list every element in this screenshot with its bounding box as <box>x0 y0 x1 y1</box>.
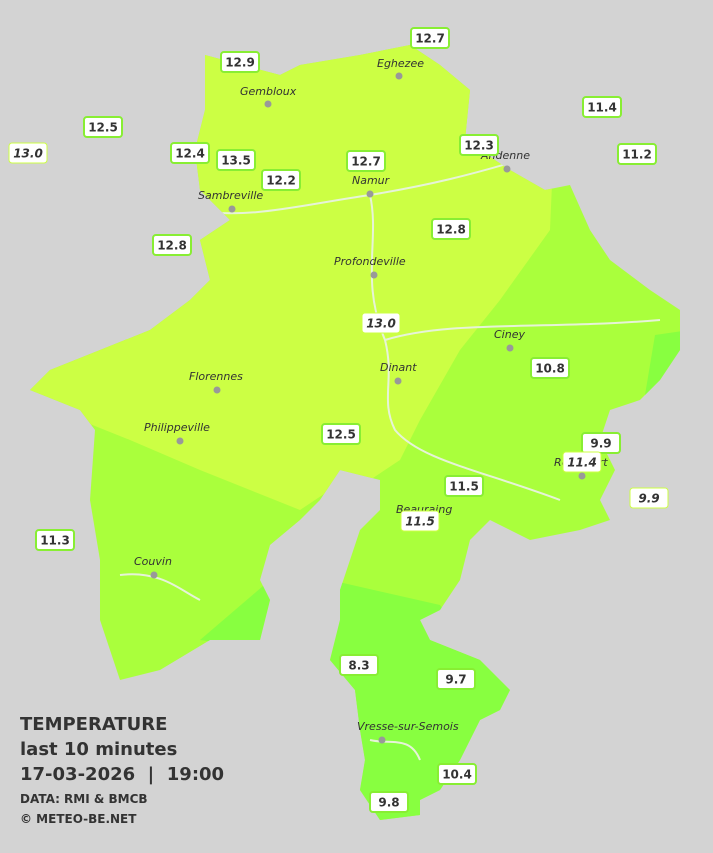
city-label: Eghezee <box>377 57 424 70</box>
station-box <box>436 668 476 690</box>
city-label: Gembloux <box>240 85 297 98</box>
station-value: 11.2 <box>622 148 652 162</box>
station-value: 12.5 <box>326 428 356 442</box>
station-box <box>437 763 477 785</box>
city-label: Philippeville <box>144 421 210 434</box>
station-box <box>321 423 361 445</box>
station-box <box>617 143 657 165</box>
city-dot <box>503 165 511 173</box>
city-label: Vresse-sur-Semois <box>357 720 459 733</box>
station-box <box>431 218 471 240</box>
station-value: 13.0 <box>366 317 396 331</box>
station-value: 13.5 <box>221 154 251 168</box>
station-value: 9.7 <box>445 673 466 687</box>
city-label: Couvin <box>134 555 172 568</box>
legend-source: DATA: RMI & BMCB <box>20 792 148 806</box>
city-dot <box>370 271 378 279</box>
city-dot <box>213 386 221 394</box>
station-box <box>216 149 256 171</box>
city-label: Ciney <box>494 328 525 341</box>
city-dot <box>378 736 386 744</box>
station-box <box>410 27 450 49</box>
legend-title: TEMPERATURE <box>20 714 167 735</box>
city-label: Florennes <box>189 370 243 383</box>
legend-datetime: 17-03-2026 | 19:00 <box>20 764 224 785</box>
station-box <box>35 529 75 551</box>
station-box <box>152 234 192 256</box>
station-box <box>459 134 499 156</box>
station-box <box>8 142 48 164</box>
city-dot <box>578 472 586 480</box>
station-box <box>369 791 409 813</box>
city-label: Dinant <box>380 361 417 374</box>
city-dot <box>176 437 184 445</box>
station-value: 9.9 <box>638 492 659 506</box>
city-dot <box>150 571 158 579</box>
city-dot <box>366 190 374 198</box>
station-box <box>346 150 386 172</box>
city-dot <box>394 377 402 385</box>
station-value: 12.9 <box>225 56 255 70</box>
station-value: 13.0 <box>13 147 43 161</box>
station-value: 9.9 <box>590 437 611 451</box>
city-dot <box>264 100 272 108</box>
station-box <box>220 51 260 73</box>
station-value: 12.8 <box>157 239 187 253</box>
station-value: 10.4 <box>442 768 472 782</box>
station-value: 12.2 <box>266 174 296 188</box>
station-box <box>361 312 401 334</box>
station-value: 12.7 <box>351 155 381 169</box>
city-label: Profondeville <box>334 255 406 268</box>
station-value: 11.3 <box>40 534 70 548</box>
station-value: 12.4 <box>175 147 205 161</box>
city-label: Sambreville <box>198 189 263 202</box>
city-dot <box>395 72 403 80</box>
station-box <box>400 510 440 532</box>
station-value: 10.8 <box>535 362 565 376</box>
station-value: 12.3 <box>464 139 494 153</box>
station-box <box>83 116 123 138</box>
station-box <box>339 654 379 676</box>
station-box <box>444 475 484 497</box>
station-box <box>629 487 669 509</box>
stations: 12.7 12.9 11.4 12.5 13.0 12.4 13.5 12.3 11.2 12.7… <box>8 27 669 813</box>
station-value: 11.5 <box>449 480 479 494</box>
station-value: 11.4 <box>567 456 597 470</box>
station-value: 11.4 <box>587 101 617 115</box>
city-dot <box>506 344 514 352</box>
station-value: 12.8 <box>436 223 466 237</box>
city-label: Namur <box>352 174 391 187</box>
station-value: 8.3 <box>348 659 369 673</box>
station-box <box>582 96 622 118</box>
station-value: 11.5 <box>405 515 435 529</box>
station-box <box>530 357 570 379</box>
station-value: 9.8 <box>378 796 399 810</box>
legend-period: last 10 minutes <box>20 739 177 760</box>
legend-copyright: © METEO-BE.NET <box>20 812 137 826</box>
station-box <box>261 169 301 191</box>
legend: TEMPERATURE last 10 minutes 17-03-2026 |… <box>20 714 224 826</box>
station-box <box>170 142 210 164</box>
station-value: 12.5 <box>88 121 118 135</box>
station-value: 12.7 <box>415 32 445 46</box>
station-box <box>562 451 602 473</box>
city-dot <box>228 205 236 213</box>
